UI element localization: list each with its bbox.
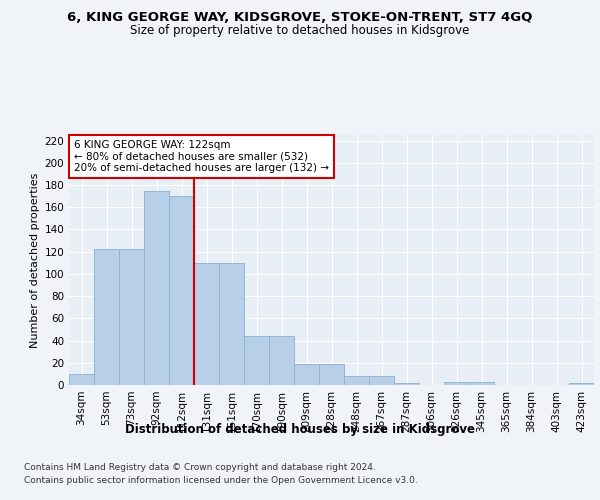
Bar <box>269 336 294 385</box>
Bar <box>469 382 494 385</box>
Text: Contains public sector information licensed under the Open Government Licence v3: Contains public sector information licen… <box>24 476 418 485</box>
Text: Contains HM Land Registry data © Crown copyright and database right 2024.: Contains HM Land Registry data © Crown c… <box>24 462 376 471</box>
Bar <box>169 196 194 385</box>
Bar <box>344 376 369 385</box>
Text: Size of property relative to detached houses in Kidsgrove: Size of property relative to detached ho… <box>130 24 470 37</box>
Bar <box>219 263 244 385</box>
Bar <box>144 190 169 385</box>
Bar <box>294 364 319 385</box>
Bar <box>394 383 419 385</box>
Y-axis label: Number of detached properties: Number of detached properties <box>30 172 40 348</box>
Text: Distribution of detached houses by size in Kidsgrove: Distribution of detached houses by size … <box>125 422 475 436</box>
Bar <box>94 250 119 385</box>
Bar <box>194 263 219 385</box>
Bar <box>569 383 594 385</box>
Text: 6, KING GEORGE WAY, KIDSGROVE, STOKE-ON-TRENT, ST7 4GQ: 6, KING GEORGE WAY, KIDSGROVE, STOKE-ON-… <box>67 11 533 24</box>
Bar <box>244 336 269 385</box>
Bar <box>119 250 144 385</box>
Bar <box>444 382 469 385</box>
Bar <box>69 374 94 385</box>
Bar <box>319 364 344 385</box>
Bar <box>369 376 394 385</box>
Text: 6 KING GEORGE WAY: 122sqm
← 80% of detached houses are smaller (532)
20% of semi: 6 KING GEORGE WAY: 122sqm ← 80% of detac… <box>74 140 329 173</box>
